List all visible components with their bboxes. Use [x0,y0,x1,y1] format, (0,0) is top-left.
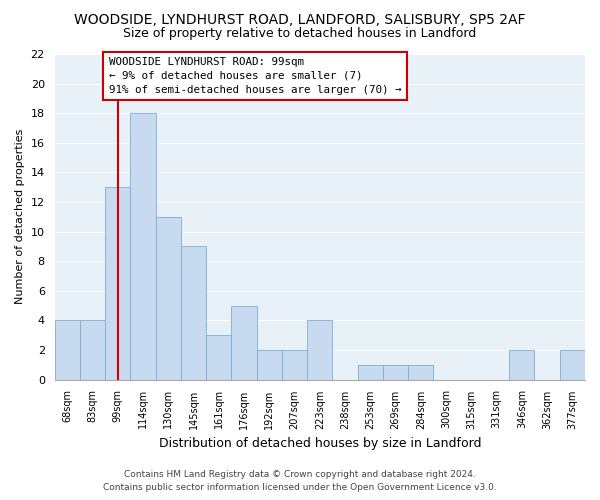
Text: WOODSIDE, LYNDHURST ROAD, LANDFORD, SALISBURY, SP5 2AF: WOODSIDE, LYNDHURST ROAD, LANDFORD, SALI… [74,12,526,26]
Bar [181,246,206,380]
Y-axis label: Number of detached properties: Number of detached properties [15,129,25,304]
Bar [358,365,383,380]
Bar [206,335,232,380]
Bar [232,306,257,380]
Bar [383,365,408,380]
Text: Contains HM Land Registry data © Crown copyright and database right 2024.
Contai: Contains HM Land Registry data © Crown c… [103,470,497,492]
Bar [80,320,105,380]
Bar [408,365,433,380]
Bar [55,320,80,380]
X-axis label: Distribution of detached houses by size in Landford: Distribution of detached houses by size … [158,437,481,450]
Bar [257,350,282,380]
Text: WOODSIDE LYNDHURST ROAD: 99sqm
← 9% of detached houses are smaller (7)
91% of se: WOODSIDE LYNDHURST ROAD: 99sqm ← 9% of d… [109,57,401,95]
Bar [282,350,307,380]
Bar [509,350,535,380]
Bar [155,217,181,380]
Bar [105,187,130,380]
Bar [560,350,585,380]
Bar [130,113,155,380]
Bar [307,320,332,380]
Text: Size of property relative to detached houses in Landford: Size of property relative to detached ho… [124,28,476,40]
